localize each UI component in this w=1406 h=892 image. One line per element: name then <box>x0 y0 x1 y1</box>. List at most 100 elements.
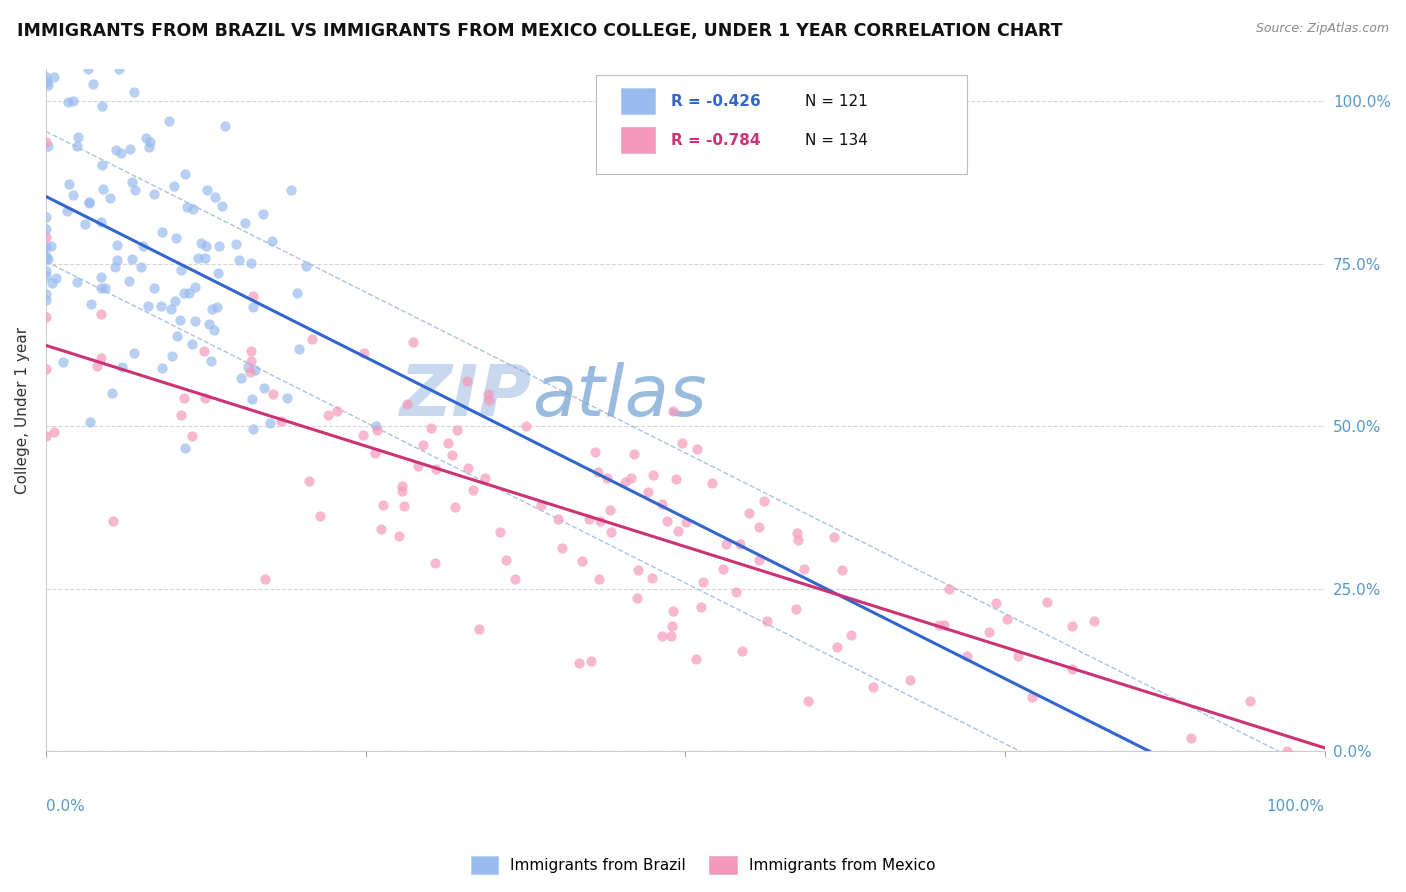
Point <box>44 70 66 84</box>
Point <box>550 541 572 556</box>
Point <box>786 526 808 541</box>
Point <box>685 652 707 666</box>
Point <box>37 252 59 267</box>
Point <box>243 363 266 377</box>
Point <box>659 629 682 643</box>
Point <box>578 512 600 526</box>
Point <box>503 572 526 586</box>
Point <box>689 600 711 615</box>
Point <box>651 628 673 642</box>
Point <box>104 260 127 275</box>
Point <box>41 276 63 290</box>
Point <box>37 78 59 92</box>
Point <box>100 386 122 401</box>
Text: IMMIGRANTS FROM BRAZIL VS IMMIGRANTS FROM MEXICO COLLEGE, UNDER 1 YEAR CORRELATI: IMMIGRANTS FROM BRAZIL VS IMMIGRANTS FRO… <box>17 22 1063 40</box>
Point <box>239 354 262 368</box>
Point <box>515 419 537 434</box>
Point <box>77 195 100 210</box>
Point <box>187 252 209 266</box>
Point <box>571 553 593 567</box>
Text: atlas: atlas <box>531 362 706 431</box>
Point <box>270 414 292 428</box>
Point <box>1021 690 1043 704</box>
Point <box>138 135 160 149</box>
Point <box>225 237 247 252</box>
Point <box>898 673 921 687</box>
Point <box>253 572 276 586</box>
Point <box>201 301 224 316</box>
Point <box>1060 619 1083 633</box>
Point <box>121 252 143 267</box>
Point <box>179 285 201 300</box>
Point <box>262 387 284 401</box>
Point <box>463 483 485 497</box>
Text: R = -0.784: R = -0.784 <box>671 133 761 148</box>
Point <box>662 404 685 418</box>
Text: 100.0%: 100.0% <box>1267 799 1324 814</box>
Point <box>728 536 751 550</box>
Point <box>80 296 103 310</box>
Point <box>595 471 617 485</box>
Point <box>90 351 112 366</box>
Point <box>364 418 387 433</box>
Point <box>827 640 849 654</box>
Point <box>52 354 75 368</box>
Point <box>366 423 388 437</box>
Point <box>181 202 204 216</box>
Point <box>205 300 228 314</box>
Point <box>90 281 112 295</box>
Point <box>478 392 501 407</box>
Point <box>686 442 709 456</box>
Point <box>748 553 770 567</box>
Point <box>207 266 229 280</box>
Point <box>242 422 264 436</box>
Point <box>35 249 58 263</box>
Point <box>316 408 339 422</box>
Point <box>831 563 853 577</box>
Point <box>700 476 723 491</box>
Point <box>1180 731 1202 746</box>
Point <box>1007 649 1029 664</box>
Point <box>101 515 124 529</box>
Point <box>228 253 250 268</box>
Point <box>586 466 609 480</box>
Point <box>253 381 276 395</box>
Point <box>143 281 166 295</box>
Point <box>150 299 173 313</box>
Point <box>301 332 323 346</box>
Point <box>35 264 58 278</box>
Point <box>581 654 603 668</box>
Point <box>195 183 218 197</box>
Point <box>169 313 191 327</box>
Point <box>823 530 845 544</box>
Point <box>124 183 146 197</box>
Point <box>626 591 648 605</box>
Point <box>731 643 754 657</box>
Point <box>35 229 58 244</box>
Point <box>495 553 517 567</box>
Point <box>77 194 100 209</box>
Point <box>285 286 308 301</box>
Point <box>183 314 205 328</box>
Point <box>200 354 222 368</box>
Point <box>240 256 263 270</box>
Point <box>456 374 478 388</box>
Point <box>82 77 104 91</box>
Point <box>637 484 659 499</box>
Point <box>641 467 664 482</box>
Point <box>276 392 298 406</box>
Point <box>984 596 1007 610</box>
Point <box>211 199 233 213</box>
Point <box>35 361 58 376</box>
Point <box>160 349 183 363</box>
Point <box>239 365 262 379</box>
Point <box>489 525 512 540</box>
Text: R = -0.426: R = -0.426 <box>671 94 761 109</box>
Point <box>79 415 101 429</box>
Point <box>370 522 392 536</box>
Point <box>956 649 979 664</box>
Point <box>547 512 569 526</box>
Point <box>396 396 419 410</box>
Point <box>42 425 65 439</box>
Point <box>35 222 58 236</box>
